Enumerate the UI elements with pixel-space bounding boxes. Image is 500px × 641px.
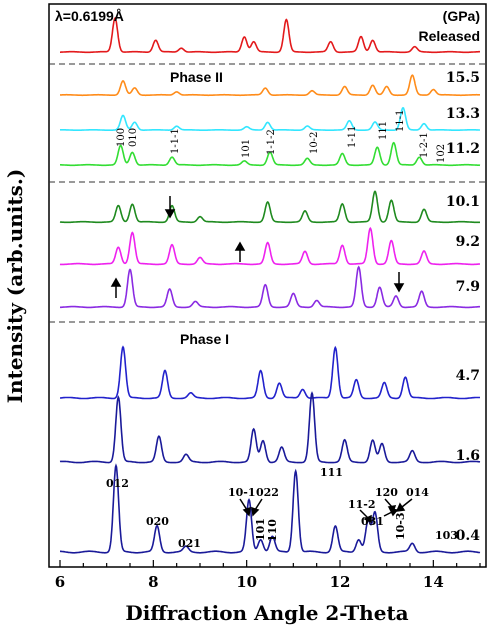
arrow-120-to-peak — [384, 498, 397, 514]
series-line-7-9 — [60, 265, 480, 309]
pressure-unit-label: (GPa) — [443, 8, 480, 24]
peak-label-1-1-2: 1-1-2 — [266, 129, 277, 155]
peak-label-010: 010 — [128, 128, 139, 147]
peak-label-11-1: 11-1 — [395, 110, 406, 132]
series-line-1-6 — [59, 391, 481, 464]
peak-label-021: 021 — [178, 537, 201, 550]
peak-label-020: 020 — [146, 515, 169, 528]
peak-label-111-ph2: 111 — [378, 121, 389, 140]
peak-label-10-3: 10-3 — [394, 512, 407, 540]
arrow-down-10-1 — [164, 196, 176, 219]
peak-label-120: 120 — [375, 486, 398, 499]
series-line-13-3 — [60, 106, 480, 131]
pressure-label-13-3: 13.3 — [446, 106, 480, 122]
peak-label-012: 012 — [106, 477, 129, 490]
phase-label-2: Phase II — [170, 69, 223, 85]
pressure-label-0-4: 0.4 — [456, 528, 481, 544]
pressure-label-4-7: 4.7 — [456, 368, 480, 384]
wavelength-label: λ=0.6199Å — [55, 8, 124, 24]
series-line-released — [60, 16, 480, 54]
series-line-15-5 — [60, 74, 480, 97]
arrow-11-2-to-peak — [359, 509, 372, 524]
pressure-label-1-6: 1.6 — [456, 448, 480, 464]
pressure-label-9-2: 9.2 — [456, 234, 480, 250]
arrow-down-7-9 — [393, 272, 405, 293]
arrow-up-9-2 — [234, 241, 246, 262]
x-tick-label: 8 — [148, 573, 158, 591]
series-line-4-7 — [60, 345, 480, 400]
tick-layer: 6 8 10 12 14 — [55, 560, 481, 591]
series-line-10-1 — [59, 190, 480, 224]
x-tick-label: 6 — [55, 573, 65, 591]
arrow-014-to-peak — [395, 498, 413, 512]
pressure-label-10-1: 10.1 — [446, 194, 480, 210]
peak-label-101: 101 — [254, 518, 267, 541]
peak-label-101-ph2: 101 — [241, 139, 252, 158]
x-axis-label: Diffraction Angle 2-Theta — [125, 601, 408, 625]
series-layer — [59, 16, 481, 554]
peak-label-1-11: 1-11 — [347, 126, 358, 148]
peak-label-102: 102 — [436, 144, 447, 163]
x-tick-label: 14 — [423, 573, 444, 591]
pressure-label-7-9: 7.9 — [456, 279, 480, 295]
peak-label-111: 111 — [320, 466, 343, 479]
peak-label-10-2: 10-2 — [309, 132, 320, 154]
pressure-label-11-2: 11.2 — [446, 141, 480, 157]
peak-label-100: 100 — [116, 128, 127, 147]
series-line-0-4 — [60, 463, 481, 554]
series-line-9-2 — [59, 226, 480, 266]
series-line-11-2 — [60, 141, 481, 167]
peak-label-022: 022 — [256, 486, 279, 499]
x-tick-label: 10 — [236, 573, 257, 591]
x-tick-label: 12 — [330, 573, 351, 591]
peak-label-103: 103 — [435, 529, 458, 542]
peak-label-110: 110 — [266, 519, 279, 542]
peak-label-11-2: 11-2 — [348, 498, 376, 511]
peak-label-014: 014 — [406, 486, 429, 499]
plot-frame — [48, 3, 487, 568]
peak-label-1-2-1: 1-2-1 — [419, 132, 430, 158]
arrow-up-7-9 — [110, 277, 122, 298]
pressure-label-released: Released — [419, 28, 480, 44]
arrow-10-1-to-peak — [239, 498, 251, 517]
pressure-label-15-5: 15.5 — [446, 70, 480, 86]
peak-label-031: 031 — [361, 515, 384, 528]
peak-label-1-1-1: 1-1-1 — [170, 128, 181, 154]
phase-label-1: Phase I — [180, 331, 229, 347]
arrow-022-to-peak — [251, 498, 263, 517]
y-axis-label: Intensity (arb.units.) — [3, 169, 27, 404]
peak-label-10-1: 10-1 — [228, 486, 256, 499]
